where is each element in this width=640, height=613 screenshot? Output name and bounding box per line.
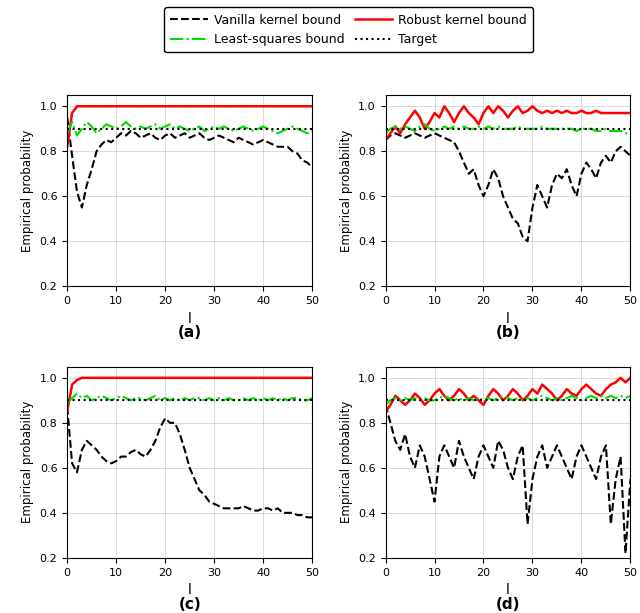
Title: (d): (d) xyxy=(496,596,520,612)
Y-axis label: Empirical probability: Empirical probability xyxy=(339,129,353,252)
Legend: Vanilla kernel bound, Least-squares bound, Robust kernel bound, Target: Vanilla kernel bound, Least-squares boun… xyxy=(164,7,534,52)
X-axis label: l: l xyxy=(188,311,191,326)
Title: (c): (c) xyxy=(179,596,201,612)
Y-axis label: Empirical probability: Empirical probability xyxy=(21,401,34,524)
X-axis label: l: l xyxy=(188,583,191,597)
X-axis label: l: l xyxy=(506,311,510,326)
Title: (a): (a) xyxy=(177,325,202,340)
X-axis label: l: l xyxy=(506,583,510,597)
Title: (b): (b) xyxy=(495,325,520,340)
Y-axis label: Empirical probability: Empirical probability xyxy=(339,401,353,524)
Y-axis label: Empirical probability: Empirical probability xyxy=(21,129,34,252)
